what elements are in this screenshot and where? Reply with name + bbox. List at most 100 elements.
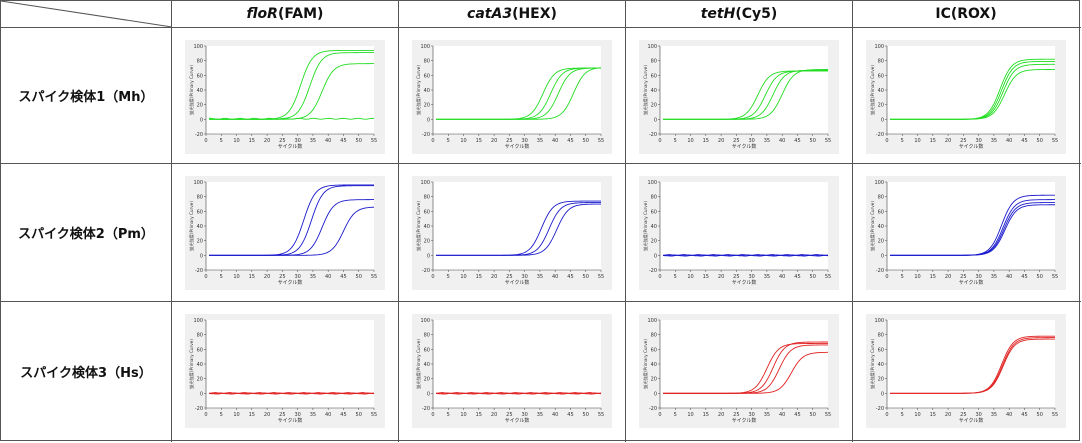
- y-tick-label: 60: [878, 347, 884, 353]
- column-header-ic-rox: IC(ROX): [853, 1, 1079, 27]
- y-tick-label: -20: [422, 132, 430, 138]
- x-tick-label: 40: [779, 412, 785, 418]
- x-tick-label: 10: [914, 274, 920, 280]
- row-label-hs: スパイク検体3（Hs）: [20, 366, 152, 381]
- x-axis-label: サイクル数: [505, 417, 530, 424]
- x-axis-label: サイクル数: [505, 143, 530, 150]
- plot-area: [887, 320, 1055, 408]
- table-divider: [398, 1, 399, 442]
- x-tick-label: 15: [703, 412, 709, 418]
- x-tick-label: 20: [945, 138, 951, 144]
- x-tick-label: 25: [960, 412, 966, 418]
- x-tick-label: 0: [885, 412, 888, 418]
- table-divider: [1, 163, 1081, 164]
- y-tick-label: 20: [424, 239, 430, 245]
- x-tick-label: 15: [476, 412, 482, 418]
- y-tick-label: 20: [197, 103, 203, 109]
- x-tick-label: 40: [1006, 412, 1012, 418]
- x-tick-label: 45: [794, 138, 800, 144]
- x-tick-label: 55: [598, 138, 604, 144]
- x-tick-label: 15: [930, 274, 936, 280]
- x-tick-label: 30: [294, 412, 300, 418]
- y-tick-label: 60: [651, 73, 657, 79]
- x-tick-label: 50: [810, 138, 816, 144]
- y-tick-label: 20: [197, 377, 203, 383]
- y-tick-label: 100: [420, 44, 430, 50]
- y-tick-label: 100: [647, 180, 657, 186]
- table-divider: [852, 1, 853, 442]
- x-tick-label: 5: [901, 412, 904, 418]
- x-tick-label: 35: [991, 412, 997, 418]
- y-tick-label: 60: [424, 73, 430, 79]
- y-tick-label: 0: [881, 391, 884, 397]
- x-tick-label: 55: [1052, 138, 1058, 144]
- x-tick-label: 0: [204, 412, 207, 418]
- x-tick-label: 45: [567, 412, 573, 418]
- plot-area: [887, 182, 1055, 270]
- x-tick-label: 25: [733, 138, 739, 144]
- x-axis-label: サイクル数: [732, 143, 757, 150]
- y-tick-label: 60: [878, 209, 884, 215]
- y-tick-label: 20: [878, 239, 884, 245]
- y-axis-label: 蛍光強度(Primary Curve): [642, 201, 649, 251]
- x-tick-label: 55: [1052, 274, 1058, 280]
- x-tick-label: 55: [825, 274, 831, 280]
- x-tick-label: 5: [674, 412, 677, 418]
- plot-area: [206, 182, 374, 270]
- x-tick-label: 45: [1021, 274, 1027, 280]
- x-tick-label: 50: [1037, 274, 1043, 280]
- y-tick-label: 100: [420, 318, 430, 324]
- y-tick-label: -20: [195, 132, 203, 138]
- x-tick-label: 10: [914, 412, 920, 418]
- x-tick-label: 25: [733, 274, 739, 280]
- x-tick-label: 15: [703, 138, 709, 144]
- y-tick-label: -20: [649, 406, 657, 412]
- y-tick-label: 100: [193, 318, 203, 324]
- plot-area: [206, 320, 374, 408]
- y-tick-label: -20: [422, 268, 430, 274]
- x-tick-label: 55: [371, 412, 377, 418]
- x-tick-label: 55: [825, 412, 831, 418]
- amplification-curve: [890, 338, 1056, 394]
- x-tick-label: 35: [764, 138, 770, 144]
- y-tick-label: 0: [427, 253, 430, 259]
- x-tick-label: 0: [885, 138, 888, 144]
- x-tick-label: 55: [598, 274, 604, 280]
- y-tick-label: -20: [195, 268, 203, 274]
- x-tick-label: 25: [279, 412, 285, 418]
- y-tick-label: -20: [649, 132, 657, 138]
- y-tick-label: 20: [651, 239, 657, 245]
- x-tick-label: 50: [356, 138, 362, 144]
- x-tick-label: 45: [1021, 412, 1027, 418]
- x-axis-label: サイクル数: [278, 143, 303, 150]
- x-tick-label: 10: [233, 412, 239, 418]
- x-tick-label: 15: [249, 138, 255, 144]
- dye-name: (HEX): [512, 6, 557, 22]
- x-tick-label: 40: [325, 274, 331, 280]
- x-tick-label: 50: [356, 274, 362, 280]
- x-tick-label: 15: [703, 274, 709, 280]
- x-axis-label: サイクル数: [959, 143, 984, 150]
- y-tick-label: 20: [651, 103, 657, 109]
- y-axis-label: 蛍光強度(Primary Curve): [869, 339, 876, 389]
- y-tick-label: 0: [427, 117, 430, 123]
- x-tick-label: 40: [1006, 274, 1012, 280]
- amplification-curve: [435, 392, 602, 394]
- y-axis-label: 蛍光強度(Primary Curve): [415, 201, 422, 251]
- x-tick-label: 5: [220, 274, 223, 280]
- x-tick-label: 35: [310, 412, 316, 418]
- y-tick-label: 20: [424, 103, 430, 109]
- y-tick-label: 100: [874, 318, 884, 324]
- x-tick-label: 15: [930, 412, 936, 418]
- x-tick-label: 15: [930, 138, 936, 144]
- x-tick-label: 10: [687, 412, 693, 418]
- x-axis-label: サイクル数: [732, 417, 757, 424]
- x-tick-label: 35: [991, 274, 997, 280]
- y-tick-label: 0: [881, 253, 884, 259]
